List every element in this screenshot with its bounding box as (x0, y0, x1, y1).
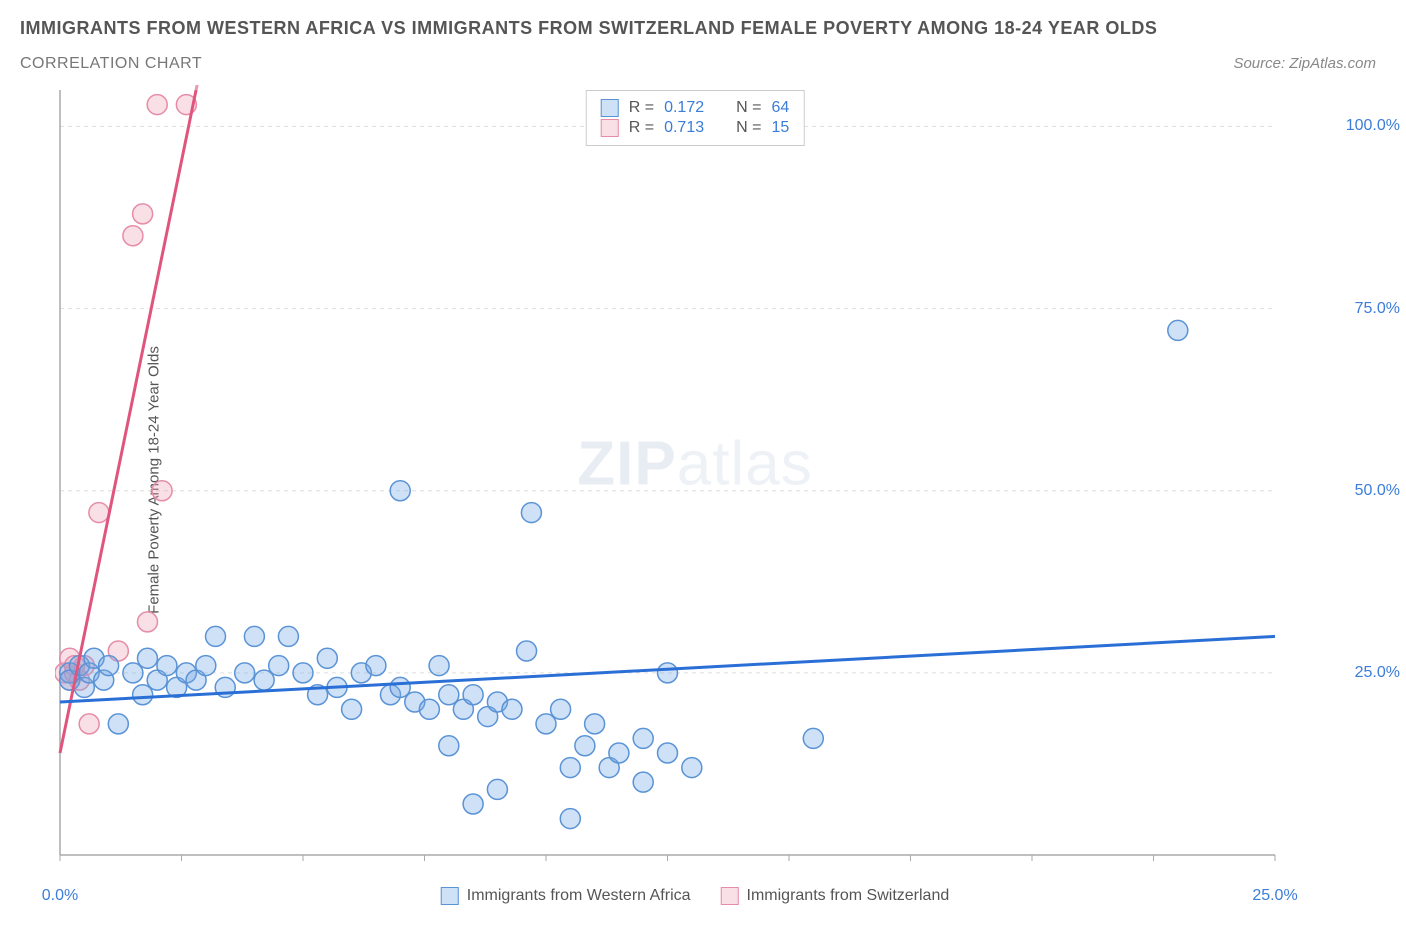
n-label: N = (736, 119, 761, 137)
n-label: N = (736, 99, 761, 117)
series2-n-value: 15 (771, 119, 789, 137)
legend-stats-box: R = 0.172 N = 64 R = 0.713 N = 15 (586, 90, 805, 146)
r-label: R = (629, 99, 654, 117)
legend-stats-row-series2: R = 0.713 N = 15 (601, 119, 790, 137)
y-tick-label: 75.0% (1355, 300, 1400, 318)
bottom-legend: Immigrants from Western Africa Immigrant… (441, 887, 949, 905)
r-label: R = (629, 119, 654, 137)
swatch-series1 (601, 99, 619, 117)
y-tick-label: 25.0% (1355, 664, 1400, 682)
y-tick-label: 50.0% (1355, 482, 1400, 500)
legend-stats-row-series1: R = 0.172 N = 64 (601, 99, 790, 117)
chart-area: Female Poverty Among 18-24 Year Olds ZIP… (55, 85, 1335, 875)
series1-r-value: 0.172 (664, 99, 704, 117)
chart-svg (55, 85, 1335, 875)
x-tick-label: 0.0% (42, 887, 78, 905)
series1-name: Immigrants from Western Africa (467, 887, 691, 905)
source-attribution: Source: ZipAtlas.com (1233, 55, 1376, 72)
swatch-series1-bottom (441, 887, 459, 905)
chart-title: IMMIGRANTS FROM WESTERN AFRICA VS IMMIGR… (20, 18, 1157, 39)
chart-subtitle: CORRELATION CHART (20, 55, 202, 73)
series2-name: Immigrants from Switzerland (747, 887, 950, 905)
bottom-legend-item-series1: Immigrants from Western Africa (441, 887, 691, 905)
series2-r-value: 0.713 (664, 119, 704, 137)
series1-n-value: 64 (771, 99, 789, 117)
y-tick-label: 100.0% (1346, 117, 1400, 135)
swatch-series2-bottom (721, 887, 739, 905)
swatch-series2 (601, 119, 619, 137)
x-tick-label: 25.0% (1252, 887, 1297, 905)
bottom-legend-item-series2: Immigrants from Switzerland (721, 887, 950, 905)
